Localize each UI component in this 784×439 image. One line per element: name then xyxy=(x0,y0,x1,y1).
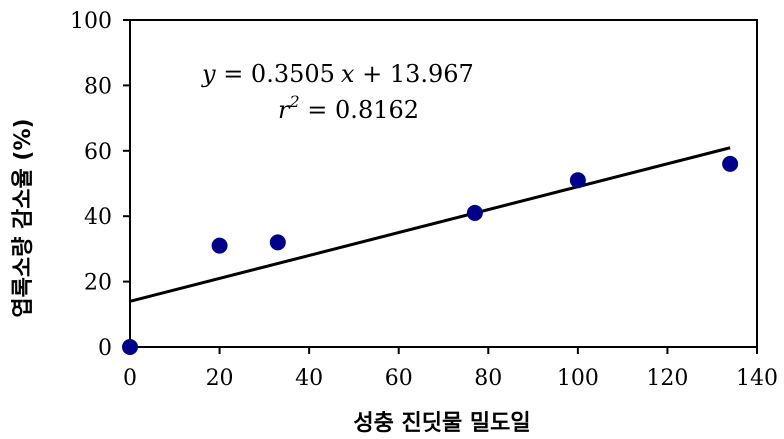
x-tick-label: 20 xyxy=(206,366,234,391)
x-axis: 0 20 40 60 80 100 120 140 xyxy=(123,347,778,391)
r-letter: r xyxy=(278,96,291,124)
x-tick-label: 120 xyxy=(646,366,688,391)
regression-equation: y = 0.3505 x + 13.967 xyxy=(201,60,474,88)
x-tick-label: 140 xyxy=(736,366,778,391)
x-axis-title: 성충 진딧물 밀도일 xyxy=(353,411,530,436)
r-value-text: = 0.8162 xyxy=(300,96,419,124)
data-point xyxy=(569,172,586,189)
y-axis-title: 엽록소량 감소율 (%) xyxy=(11,118,36,317)
eq-intercept-text: + 13.967 xyxy=(354,60,473,88)
eq-x-symbol: x xyxy=(341,60,355,88)
y-tick-label: 20 xyxy=(84,271,112,296)
y-tick-label: 0 xyxy=(98,336,112,361)
r-squared: r2 = 0.8162 xyxy=(278,92,419,124)
eq-slope-text: = 0.3505 xyxy=(216,60,335,88)
plot-border xyxy=(129,19,758,348)
y-axis: 0 20 40 60 80 100 xyxy=(70,9,130,361)
data-point xyxy=(211,237,228,254)
x-tick-label: 80 xyxy=(474,366,502,391)
trendline xyxy=(129,146,731,303)
x-tick-label: 60 xyxy=(385,366,413,391)
y-tick-label: 40 xyxy=(84,205,112,230)
data-point xyxy=(269,234,286,251)
data-point xyxy=(122,339,138,355)
r-exponent: 2 xyxy=(288,92,299,111)
data-point xyxy=(722,155,739,172)
x-tick-label: 40 xyxy=(295,366,323,391)
y-tick-label: 60 xyxy=(84,140,112,165)
plot-area xyxy=(129,19,758,348)
eq-y-symbol: y xyxy=(201,60,216,88)
y-tick-label: 80 xyxy=(84,74,112,99)
data-point xyxy=(466,204,483,221)
y-tick-label: 100 xyxy=(70,9,112,34)
x-tick-label: 100 xyxy=(557,366,599,391)
data-points xyxy=(122,155,739,355)
trendline-group xyxy=(129,146,731,303)
x-tick-label: 0 xyxy=(123,366,137,391)
